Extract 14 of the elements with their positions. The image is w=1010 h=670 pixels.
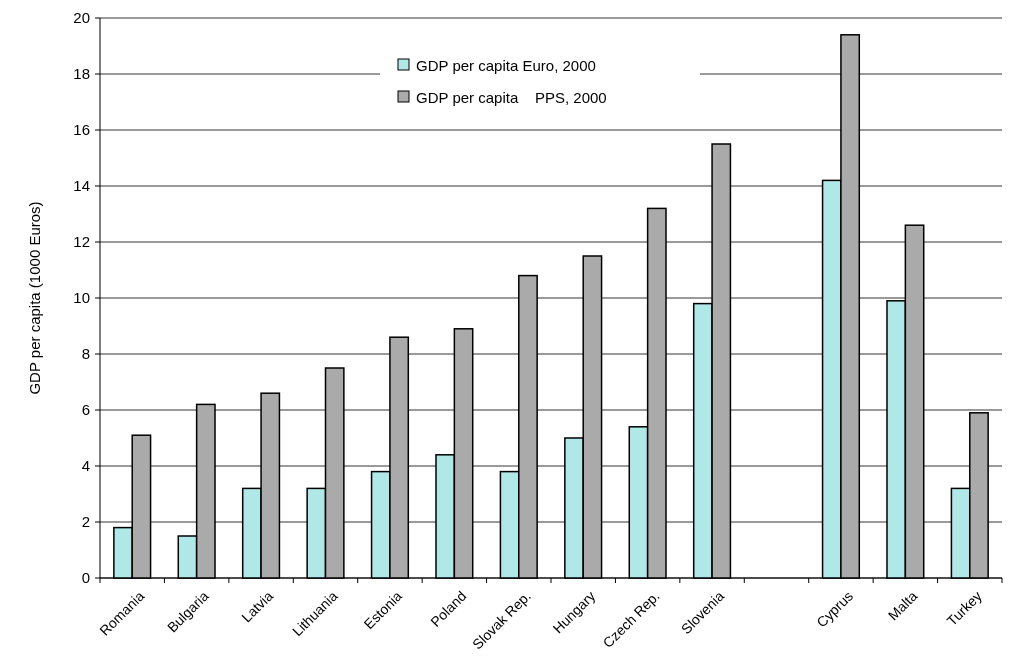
y-tick-label: 6 xyxy=(81,401,90,419)
y-tick-label: 14 xyxy=(73,177,90,195)
y-tick-label: 2 xyxy=(81,513,90,531)
y-tick-label: 20 xyxy=(73,9,90,27)
legend-label: GDP per capita PPS, 2000 xyxy=(416,89,607,107)
y-tick-label: 12 xyxy=(73,233,90,251)
y-tick-label: 18 xyxy=(73,65,90,83)
y-tick-label: 4 xyxy=(81,457,90,475)
y-tick-label: 0 xyxy=(81,569,90,587)
y-tick-label: 8 xyxy=(81,345,90,363)
y-axis-title: GDP per capita (1000 Euros) xyxy=(26,201,43,395)
y-tick-label: 16 xyxy=(73,121,90,139)
legend-label: GDP per capita Euro, 2000 xyxy=(416,57,596,75)
y-tick-label: 10 xyxy=(73,289,90,307)
